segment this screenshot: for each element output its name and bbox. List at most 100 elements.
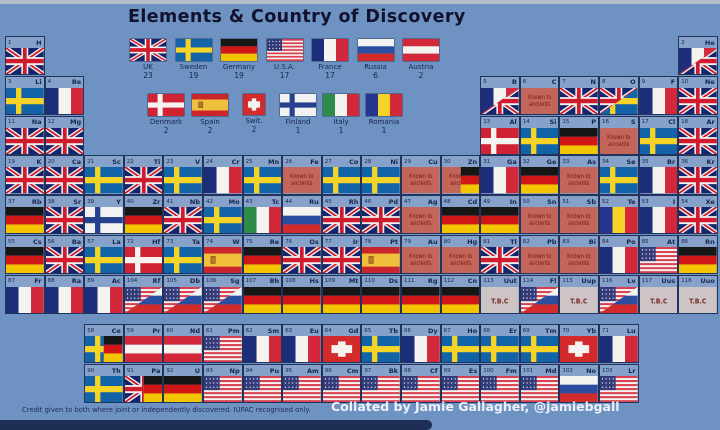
flag-uk-icon (679, 87, 717, 114)
element-cell-os: 76 Os (282, 235, 322, 275)
atomic-number: 91 (126, 367, 134, 374)
flag-us-ru-icon (204, 286, 242, 313)
element-symbol: Uup (581, 277, 596, 286)
element-symbol: Gd (348, 326, 359, 335)
element-cell-ge: 32 Ge (519, 155, 560, 195)
element-header: 55 Cs (6, 236, 44, 247)
element-header: 58 Ce (85, 325, 123, 336)
atomic-number: 82 (522, 238, 530, 245)
svg-text:ancients: ancients (291, 181, 312, 187)
element-cell-na: 11 Na (5, 115, 45, 155)
element-symbol: Kr (706, 157, 715, 166)
element-cell-nd: 60 Nd (163, 324, 203, 364)
svg-text:T.B.C: T.B.C (491, 297, 508, 306)
element-symbol: Hf (152, 237, 161, 246)
element-cell-ca: 20 Ca (44, 155, 85, 195)
atomic-number: 104 (126, 278, 138, 285)
svg-text:Known to: Known to (567, 174, 591, 180)
element-symbol: Pr (152, 326, 161, 335)
element-cell-bk: 97 Bk (361, 364, 401, 404)
flag-fr-icon (243, 336, 282, 363)
flag-us-icon (243, 376, 282, 403)
legend-country-name: Romania (368, 118, 400, 126)
element-cell-uut: 113 Uut T.B.C (480, 274, 520, 314)
element-cell-s: 16 S Known to ancients (599, 115, 639, 155)
discovery-flag (243, 207, 282, 234)
element-header: 82 Pb (521, 236, 559, 247)
discovery-flag (243, 336, 282, 363)
flag-uk-icon (45, 127, 84, 154)
flag-ch-icon (243, 94, 265, 115)
discovery-flag (283, 247, 321, 274)
element-header: 98 Cf (402, 365, 440, 376)
legend-element-count: 23 (143, 71, 153, 80)
element-symbol: Cl (668, 118, 676, 127)
flag-fr-uk-icon (481, 87, 519, 114)
element-header: 72 Hf (125, 236, 163, 247)
element-header: 37 Rb (6, 196, 44, 207)
discovery-flag (679, 48, 717, 75)
discovery-flag (283, 376, 321, 403)
discovery-flag (6, 207, 44, 234)
svg-text:Known to: Known to (409, 174, 433, 180)
flag-us-ru-icon (600, 286, 638, 313)
element-symbol: Y (116, 197, 121, 206)
atomic-number: 97 (364, 367, 372, 374)
atomic-number: 46 (364, 198, 372, 205)
element-symbol: Xe (705, 197, 715, 206)
atomic-number: 21 (87, 158, 95, 165)
element-cell-br: 35 Br (638, 155, 679, 195)
element-header: 21 Sc (85, 156, 123, 167)
element-symbol: Mg (70, 118, 82, 127)
element-cell-he: 2 He (678, 36, 718, 76)
atomic-number: 66 (404, 327, 411, 334)
flag-fr-icon (600, 336, 638, 363)
flag-fr-icon (481, 167, 519, 194)
element-header: 16 S (600, 117, 638, 128)
svg-text:ancients: ancients (410, 261, 431, 267)
discovery-flag (481, 247, 519, 274)
element-header: 107 Bh (244, 276, 282, 287)
element-symbol: Fl (549, 277, 557, 286)
discovery-flag (600, 247, 638, 274)
discovery-flag (600, 376, 638, 403)
atomic-number: 71 (602, 327, 609, 334)
legend-item-france: France 17 (307, 39, 353, 80)
element-header: 74 W (204, 236, 242, 247)
element-cell-ho: 67 Ho (440, 324, 481, 364)
flag-ch-icon (322, 336, 361, 363)
element-cell-si: 14 Si (519, 115, 560, 155)
element-cell-al: 13 Al (480, 115, 520, 155)
element-cell-at: 85 At (638, 235, 679, 275)
element-header: 26 Fe (283, 156, 321, 167)
discovery-flag (362, 286, 400, 313)
element-header: 65 Tb (362, 325, 400, 336)
flag-se-icon (481, 336, 519, 363)
element-symbol: Ca (72, 157, 82, 166)
element-header: 14 Si (521, 117, 559, 128)
atomic-number: 72 (126, 238, 134, 245)
element-symbol: Hg (467, 237, 478, 246)
element-cell-fr: 87 Fr (5, 274, 45, 314)
element-cell-ac: 89 Ac (84, 274, 124, 314)
element-symbol: Fr (34, 277, 42, 286)
element-symbol: Cs (32, 237, 42, 246)
element-symbol: Bh (269, 277, 280, 286)
element-cell-th: 90 Th (84, 364, 124, 404)
svg-text:ancients: ancients (450, 181, 471, 187)
element-header: 19 K (6, 156, 44, 167)
flag-uk-icon (283, 247, 321, 274)
element-cell-sr: 38 Sr (44, 195, 85, 235)
legend-element-count: 2 (251, 125, 257, 134)
element-header: 64 Gd (323, 325, 361, 336)
element-symbol: Pa (151, 366, 161, 375)
svg-text:Known to: Known to (567, 214, 591, 220)
flag-us-icon (520, 376, 559, 403)
element-header: 50 Sn (521, 196, 559, 207)
atomic-number: 64 (324, 327, 332, 334)
discovery-flag (85, 376, 123, 403)
